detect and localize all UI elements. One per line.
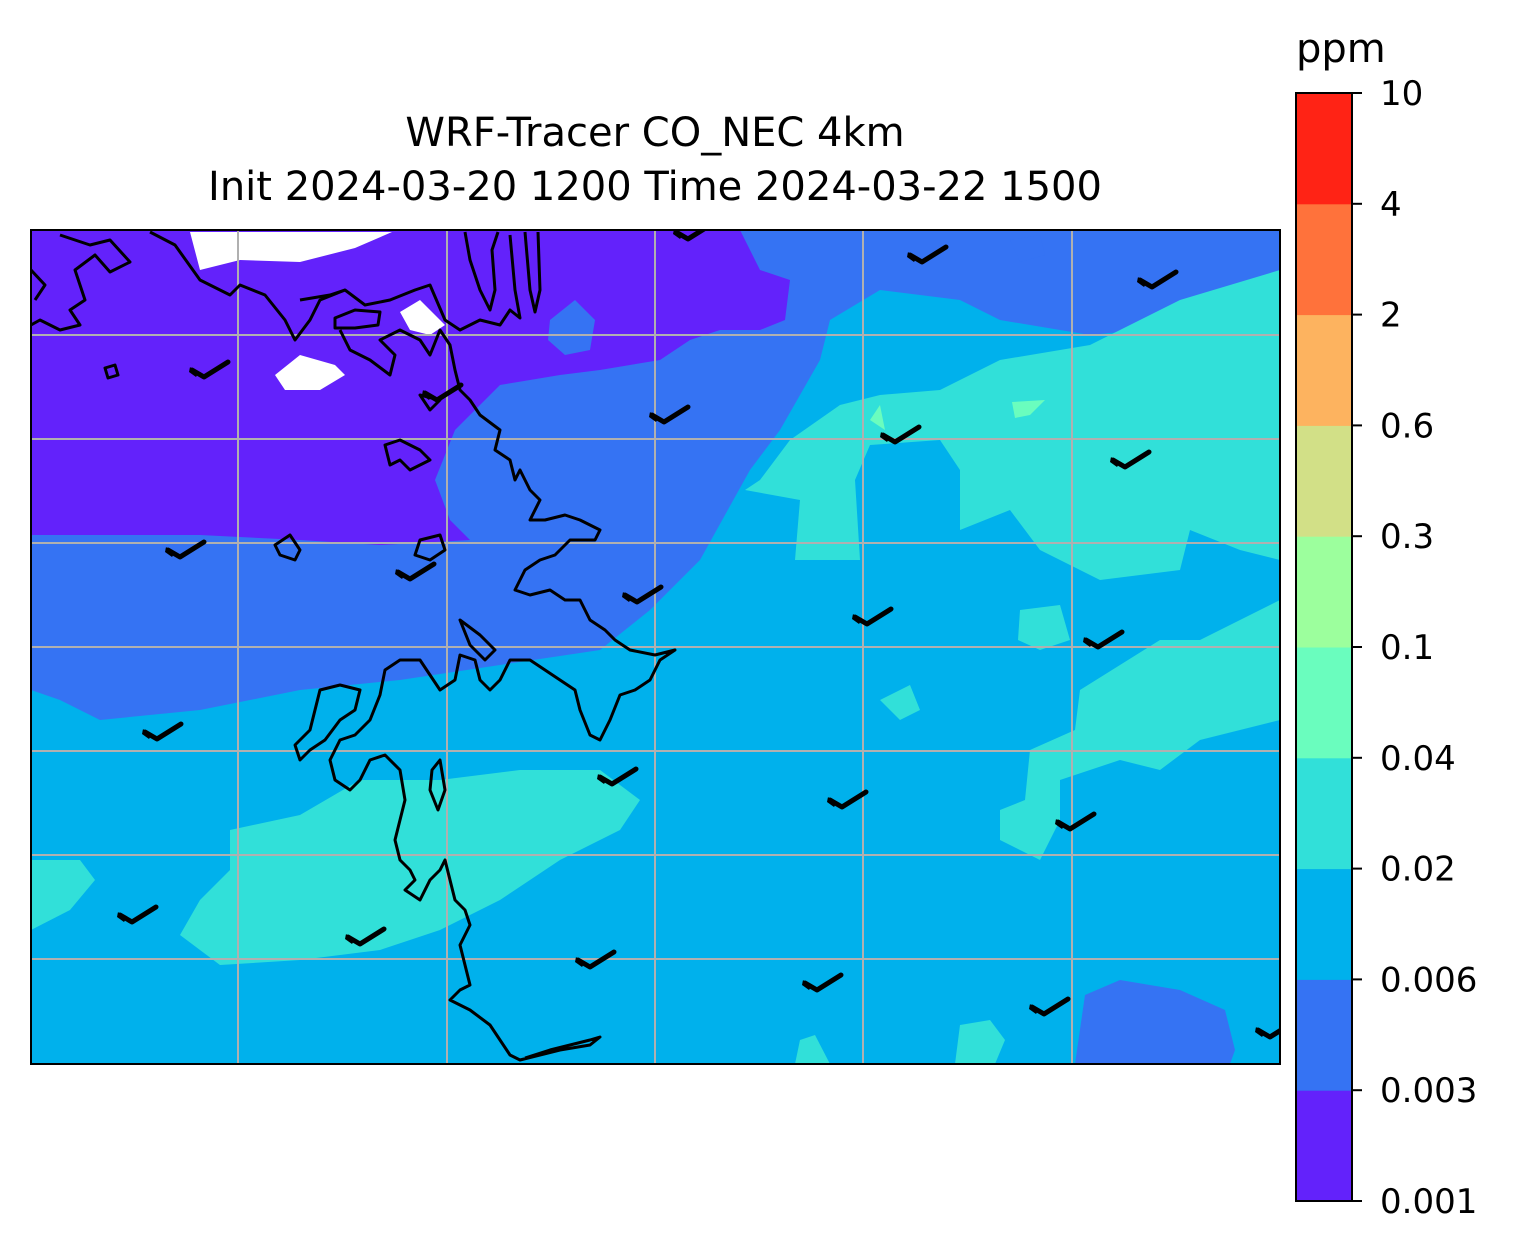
contour-field-0.02-0.04-spot <box>880 685 920 720</box>
colorbar-block-1 <box>1296 979 1352 1091</box>
colorbar-tick-label: 0.6 <box>1380 406 1434 446</box>
contour-field-0.02-0.04-east <box>745 270 1280 580</box>
contour-field-0.003-0.006-southeast <box>1075 980 1235 1064</box>
colorbar-tick-label: 0.1 <box>1380 628 1434 668</box>
contour-field-0.04-0.1 <box>870 400 1045 430</box>
colorbar-block-2 <box>1296 868 1352 980</box>
colorbar-block-8 <box>1296 203 1352 316</box>
colorbar-unit-label: ppm <box>1296 26 1386 72</box>
colorbar-tick-label: 0.3 <box>1380 517 1434 557</box>
map-title-line-1: WRF-Tracer CO_NEC 4km <box>405 110 905 156</box>
colorbar-block-5 <box>1296 536 1352 648</box>
colorbar-tick-label: 0.02 <box>1380 850 1456 890</box>
contour-field-0.02-0.04-bottom <box>795 1020 1005 1064</box>
contour-field-0.001-0.003 <box>31 230 790 545</box>
contour-field-0.02-0.04-southeast <box>1000 600 1280 860</box>
colorbar-block-3 <box>1296 757 1352 870</box>
contour-field-0.02-0.04-southwest <box>180 770 640 965</box>
colorbar-tick-label: 2 <box>1380 296 1402 336</box>
grid-lines <box>31 230 1280 1064</box>
colorbar-blocks <box>1296 93 1352 1202</box>
colorbar-block-9 <box>1296 93 1352 205</box>
colorbar-tick-label: 0.006 <box>1380 960 1477 1000</box>
map-panel <box>31 230 1280 1064</box>
colorbar-tick-label: 0.04 <box>1380 739 1456 779</box>
colorbar-block-4 <box>1296 647 1352 759</box>
contour-field-0.02-0.04-island <box>1018 605 1070 650</box>
contour-field-0.02-0.04-west <box>31 860 95 930</box>
colorbar-block-7 <box>1296 314 1352 426</box>
colorbar-tick-label: 10 <box>1380 74 1423 114</box>
colorbar-ticks: 0.001 0.003 0.006 0.02 0.04 0.1 0.3 0.6 2 4 10 <box>1352 74 1477 1222</box>
colorbar-tick-label: 4 <box>1380 185 1402 225</box>
map-title-line-2: Init 2024-03-20 1200 Time 2024-03-22 150… <box>208 164 1102 210</box>
coastlines <box>31 230 677 1062</box>
colorbar: 0.001 0.003 0.006 0.02 0.04 0.1 0.3 0.6 2 4 10 <box>1295 74 1477 1222</box>
colorbar-block-0 <box>1296 1090 1352 1202</box>
missing-data-area <box>190 232 445 390</box>
colorbar-tick-label: 0.003 <box>1380 1071 1477 1111</box>
map-frame <box>30 229 1281 1065</box>
colorbar-tick-label: 0.001 <box>1380 1182 1477 1222</box>
colorbar-block-6 <box>1296 425 1352 537</box>
